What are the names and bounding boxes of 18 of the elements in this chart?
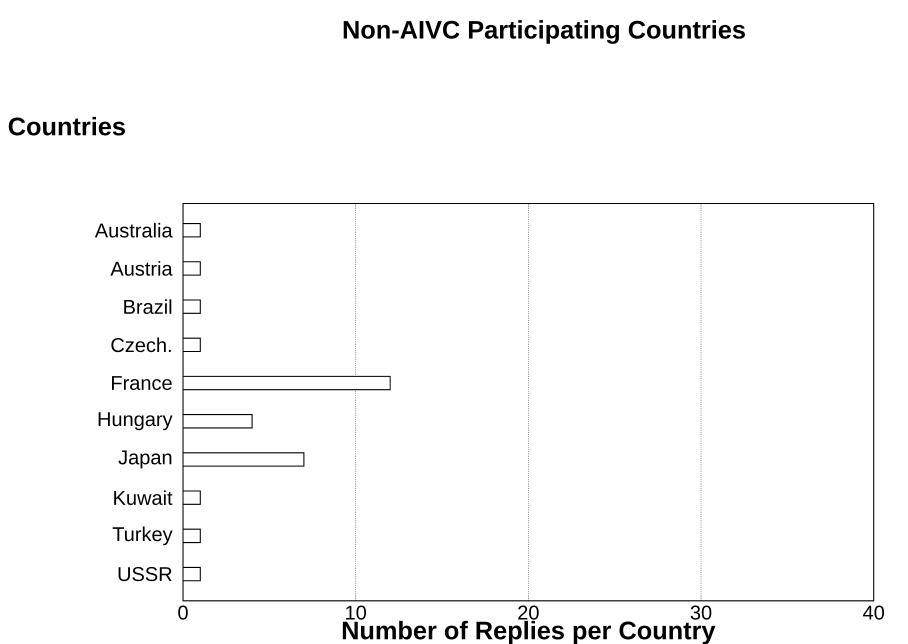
y-tick-label: Austria xyxy=(110,261,173,276)
y-tick-label: Czech. xyxy=(111,338,171,352)
y-tick-label: Japan xyxy=(118,450,172,468)
x-tick-label: 30 xyxy=(690,606,712,620)
x-tick-label: 10 xyxy=(346,606,366,620)
y-tick-label: Turkey xyxy=(112,526,173,546)
y-tick-label: USSR xyxy=(118,567,172,582)
x-tick-label: 20 xyxy=(518,606,539,620)
y-tick-label: Kuwait xyxy=(114,490,172,506)
y-tick-label: Australia xyxy=(94,222,173,238)
y-tick-label: Hungary xyxy=(98,412,173,430)
y-tick-label: Brazil xyxy=(124,299,172,314)
x-axis-title: Number of Replies per Country xyxy=(342,620,716,644)
chart-title: Non-AIVC Participating Countries xyxy=(344,20,745,44)
x-tick-label: 0 xyxy=(178,606,188,620)
x-tick-label: 40 xyxy=(863,606,884,620)
y-tick-label: France xyxy=(112,376,172,390)
y-axis-title: Countries xyxy=(8,116,125,136)
